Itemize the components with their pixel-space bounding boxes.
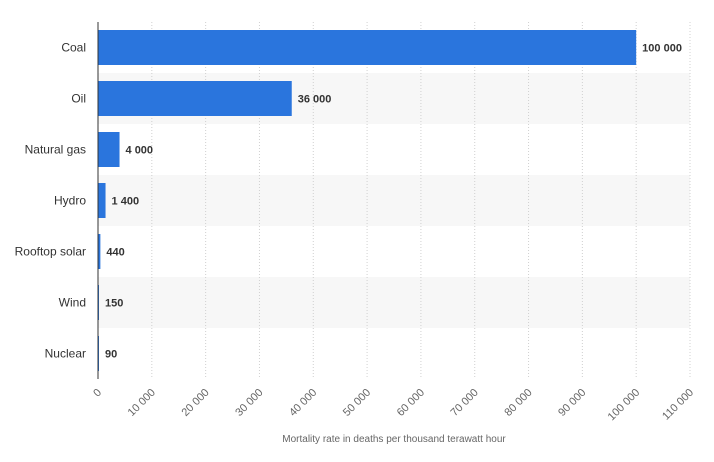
category-label: Rooftop solar [15,245,86,259]
bar [98,30,637,65]
value-label: 90 [105,349,117,361]
x-tick-label: 80 000 [502,387,534,419]
row-band [98,175,690,226]
x-tick-label: 90 000 [556,387,588,419]
x-axis-title: Mortality rate in deaths per thousand te… [282,434,506,445]
bars [98,30,637,371]
category-label: Coal [61,41,86,55]
value-label: 1 400 [112,196,140,208]
category-label: Natural gas [25,143,86,157]
value-label: 150 [105,298,123,310]
x-tick-label: 20 000 [179,387,211,419]
x-tick-label: 70 000 [449,387,481,419]
category-label: Nuclear [45,347,86,361]
category-label: Hydro [54,194,86,208]
x-tick-label: 30 000 [233,387,265,419]
category-labels: Coal Oil Natural gas Hydro Rooftop solar Wind… [15,41,87,361]
x-tick-label: 40 000 [287,387,319,419]
value-label: 4 000 [126,145,154,157]
x-tick-label: 50 000 [341,387,373,419]
x-tick-label: 60 000 [395,387,427,419]
value-label: 440 [106,247,124,259]
gridlines [151,22,691,379]
bar [98,234,101,269]
row-band [98,277,690,328]
bar [98,81,292,116]
value-labels: 100 000 36 000 4 000 1 400 440 150 90 [105,43,682,361]
bar [98,132,120,167]
x-tick-label: 100 000 [606,387,643,424]
bar [98,183,106,218]
category-label: Wind [59,296,86,310]
value-label: 100 000 [642,43,682,55]
x-tick-label: 0 [91,387,104,400]
x-tick-labels: 0 10 000 20 000 30 000 40 000 50 000 60 000 70 … [91,387,696,424]
row-bands [98,73,690,328]
x-tick-label: 110 000 [660,387,696,423]
category-label: Oil [71,92,86,106]
value-label: 36 000 [298,94,332,106]
x-tick-label: 10 000 [126,387,158,419]
